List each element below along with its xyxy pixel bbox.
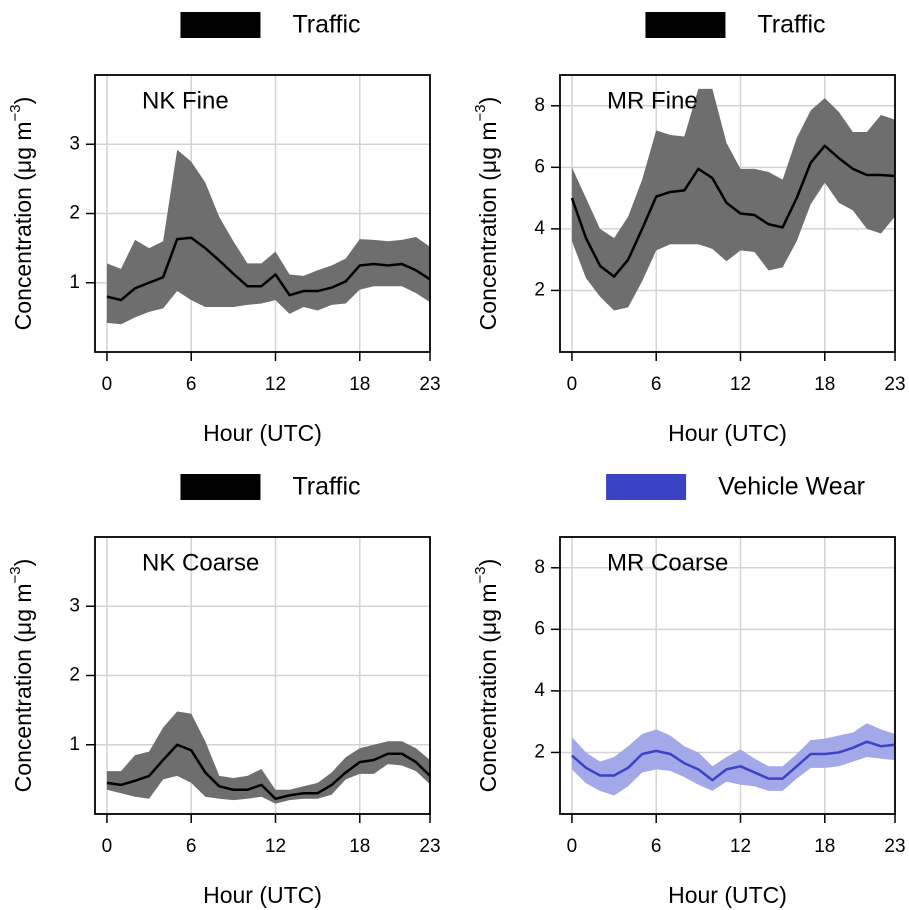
- plot-frame: [559, 74, 896, 353]
- line: [106, 743, 431, 801]
- band: [106, 149, 430, 325]
- legend: Vehicle Wear: [606, 473, 865, 501]
- x-tick-label: 0: [102, 836, 113, 857]
- legend: Traffic: [645, 11, 826, 39]
- plot-frame: [94, 74, 431, 353]
- x-tick-label: 6: [186, 836, 197, 857]
- band: [106, 711, 430, 804]
- x-tick-label: 23: [419, 836, 440, 857]
- y-axis-label: Concentration (μg m−3): [7, 97, 36, 331]
- x-axis-label: Hour (UTC): [668, 882, 787, 908]
- y-tick-label: 3: [69, 595, 80, 616]
- x-tick-label: 18: [814, 374, 835, 395]
- legend-label: Vehicle Wear: [718, 473, 865, 501]
- y-tick-label: 2: [534, 741, 545, 762]
- y-axis-label-text: Concentration (μg m: [10, 583, 36, 792]
- x-tick-label: 23: [884, 836, 905, 857]
- legend-label: Traffic: [757, 11, 825, 39]
- y-tick-label: 3: [69, 133, 80, 154]
- legend-swatch: [180, 474, 261, 500]
- x-tick-label: 6: [186, 374, 197, 395]
- y-tick-label: 6: [534, 618, 545, 639]
- legend-label: Traffic: [292, 11, 360, 39]
- y-axis-label-superscript: −3: [7, 566, 24, 583]
- y-tick-label: 8: [534, 557, 545, 578]
- y-axis-label-text: Concentration (μg m: [475, 121, 501, 330]
- y-tick-label: 1: [69, 272, 80, 293]
- x-tick-label: 12: [730, 836, 751, 857]
- y-tick-label: 4: [534, 218, 545, 239]
- y-tick-label: 2: [69, 665, 80, 686]
- x-tick-label: 18: [814, 836, 835, 857]
- legend-swatch: [606, 474, 687, 500]
- panel-label: NK Fine: [142, 87, 229, 114]
- x-tick-label: 0: [567, 374, 578, 395]
- x-axis-label: Hour (UTC): [203, 420, 322, 446]
- band: [571, 88, 895, 311]
- x-tick-label: 12: [265, 836, 286, 857]
- panel-label: NK Coarse: [142, 549, 259, 576]
- legend: Traffic: [180, 473, 361, 501]
- line: [106, 236, 431, 302]
- y-axis-label: Concentration (μg m−3): [472, 559, 501, 793]
- y-tick-label: 4: [534, 680, 545, 701]
- plot-frame: [94, 536, 431, 815]
- legend-label: Traffic: [292, 473, 360, 501]
- y-axis-label-superscript: −3: [472, 104, 489, 121]
- y-tick-label: 2: [534, 279, 545, 300]
- plot-frame: [559, 536, 896, 815]
- legend-swatch: [645, 12, 726, 38]
- x-tick-label: 18: [349, 374, 370, 395]
- y-tick-label: 6: [534, 156, 545, 177]
- x-tick-label: 12: [730, 374, 751, 395]
- line: [571, 740, 896, 782]
- x-tick-label: 18: [349, 836, 370, 857]
- y-axis-label-close: ): [475, 97, 501, 105]
- y-tick-label: 2: [69, 203, 80, 224]
- x-tick-label: 6: [651, 836, 662, 857]
- x-tick-label: 0: [102, 374, 113, 395]
- panel: 0 6 12 18 23 2 4 6 8 Vehicle Wear MR Coarse Hour (U…: [472, 473, 906, 908]
- panel: 0 6 12 18 23 2 4 6 8 Traffic MR Fine Hour (UTC) Conc…: [472, 11, 906, 446]
- y-axis-label-text: Concentration (μg m: [475, 583, 501, 792]
- y-axis-label-close: ): [475, 559, 501, 567]
- panel-label: MR Fine: [607, 87, 698, 114]
- legend: Traffic: [180, 11, 361, 39]
- y-axis-label: Concentration (μg m−3): [7, 559, 36, 793]
- x-tick-label: 12: [265, 374, 286, 395]
- x-tick-label: 0: [567, 836, 578, 857]
- y-axis-label-superscript: −3: [7, 104, 24, 121]
- y-axis-label: Concentration (μg m−3): [472, 97, 501, 331]
- x-tick-label: 6: [651, 374, 662, 395]
- y-axis-label-close: ): [10, 559, 36, 567]
- x-tick-label: 23: [419, 374, 440, 395]
- y-tick-label: 8: [534, 95, 545, 116]
- x-tick-label: 23: [884, 374, 905, 395]
- y-axis-label-superscript: −3: [472, 566, 489, 583]
- y-axis-label-close: ): [10, 97, 36, 105]
- line: [570, 144, 896, 278]
- band: [571, 723, 895, 796]
- x-axis-label: Hour (UTC): [203, 882, 322, 908]
- panel-label: MR Coarse: [607, 549, 728, 576]
- legend-swatch: [180, 12, 261, 38]
- y-tick-label: 1: [69, 734, 80, 755]
- y-axis-label-text: Concentration (μg m: [10, 121, 36, 330]
- x-axis-label: Hour (UTC): [668, 420, 787, 446]
